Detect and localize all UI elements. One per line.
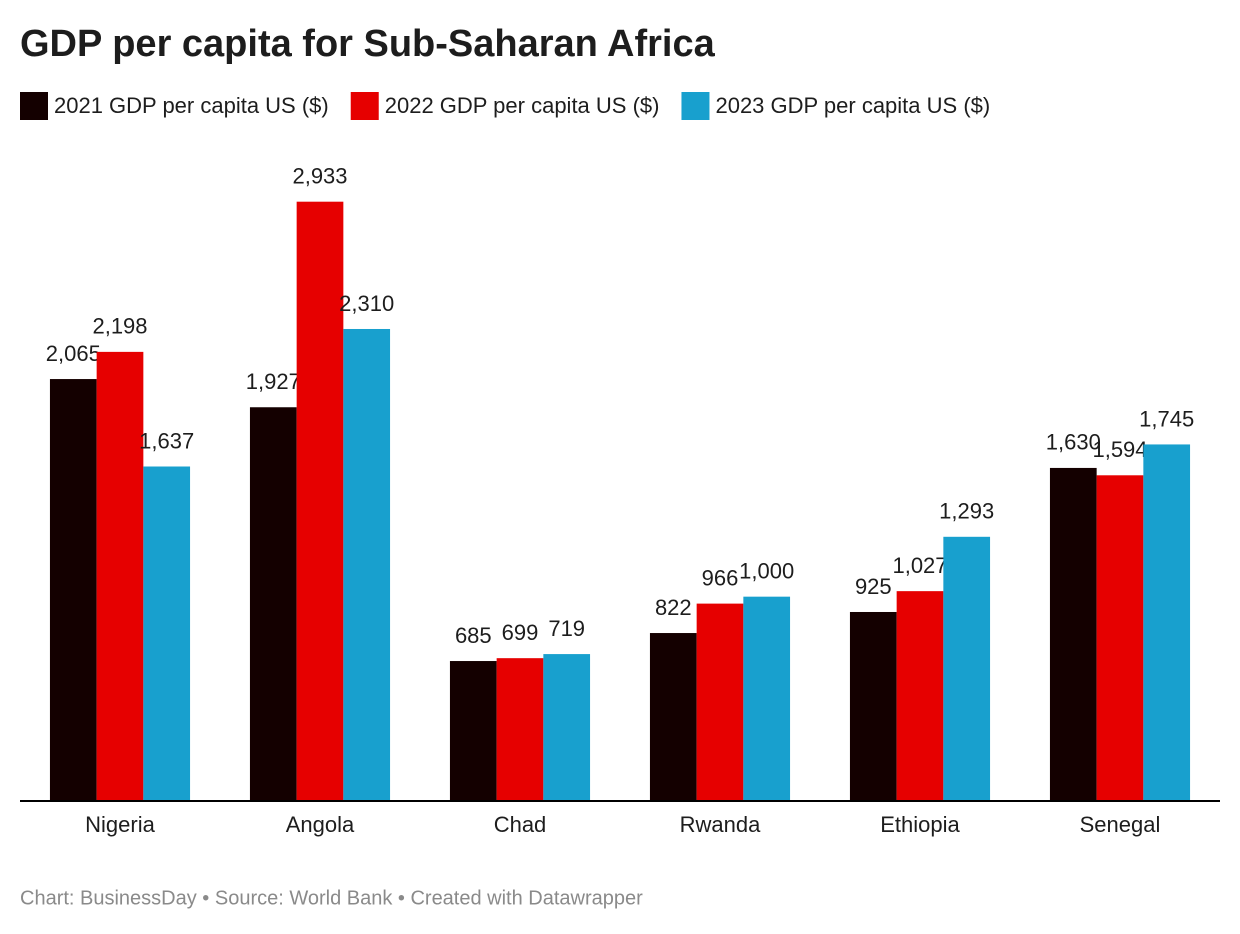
bar [1096,475,1144,801]
legend-swatch [20,92,48,120]
legend-label: 2021 GDP per capita US ($) [54,93,329,118]
x-tick-label: Nigeria [85,812,155,837]
value-label: 1,630 [1046,430,1101,455]
value-label: 1,027 [892,553,947,578]
legend-swatch [681,92,710,120]
value-label: 1,637 [139,428,194,453]
bar [143,466,191,801]
value-label: 2,198 [92,314,147,339]
value-label: 1,594 [1092,437,1147,462]
bar [96,351,144,801]
bar [249,407,297,801]
bar [296,201,344,802]
bar [943,536,991,801]
chart-title: GDP per capita for Sub-Saharan Africa [20,23,716,65]
value-label: 925 [855,574,892,599]
legend-swatch [350,92,379,120]
bar [849,611,897,801]
bar [696,603,744,801]
x-tick-label: Chad [494,812,547,837]
legend-label: 2022 GDP per capita US ($) [385,93,660,118]
bar [1049,467,1097,801]
value-label: 699 [502,620,539,645]
value-label: 822 [655,595,692,620]
value-label: 1,000 [739,558,794,583]
value-label: 966 [702,565,739,590]
value-label: 685 [455,623,492,648]
legend-label: 2023 GDP per capita US ($) [715,93,990,118]
footer: Chart: BusinessDay • Source: World Bank … [20,887,643,909]
value-label: 719 [548,616,585,641]
bar [496,658,544,801]
x-tick-label: Angola [286,812,355,837]
bar [343,328,391,801]
value-label: 1,293 [939,499,994,524]
x-tick-label: Ethiopia [880,812,960,837]
value-label: 1,927 [246,369,301,394]
bar [649,633,697,801]
value-label: 2,310 [339,291,394,316]
x-tick-label: Senegal [1080,812,1161,837]
bar [743,596,791,801]
bar [896,591,944,801]
bar [543,654,591,801]
bar [449,661,497,801]
value-label: 1,745 [1139,406,1194,431]
bar [49,379,97,801]
value-label: 2,933 [292,164,347,189]
value-label: 2,065 [46,341,101,366]
bar [1143,444,1191,801]
x-tick-label: Rwanda [680,812,761,837]
